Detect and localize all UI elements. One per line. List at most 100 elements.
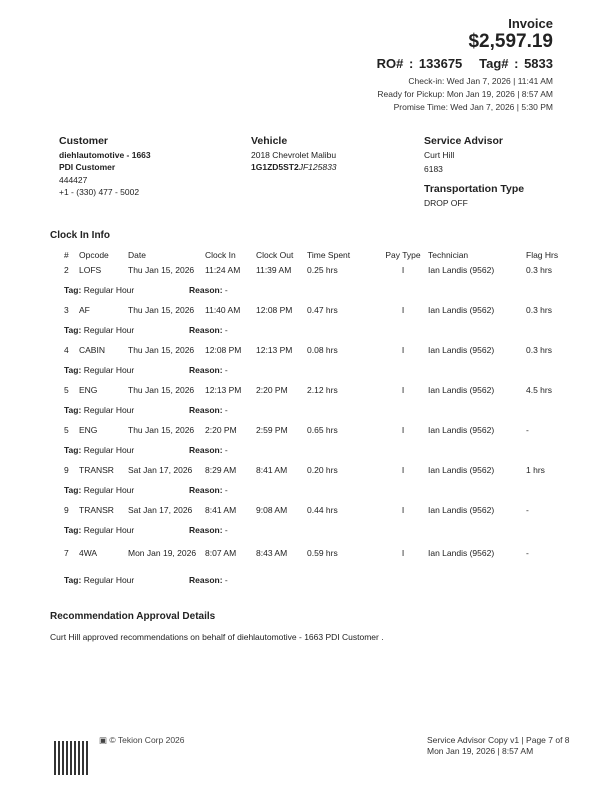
reason-value: - (224, 405, 228, 415)
cell-spent: 0.25 hrs (307, 265, 338, 275)
clock-row-tag: Tag: Regular Hour Reason: - (64, 365, 228, 375)
cell-date: Thu Jan 15, 2026 (128, 345, 195, 355)
reason-label: Reason: (189, 285, 223, 295)
clock-row: 9 TRANSR Sat Jan 17, 2026 8:29 AM 8:41 AM 0.2… (64, 465, 584, 475)
reason-value: - (224, 325, 228, 335)
clock-row: 5 ENG Thu Jan 15, 2026 2:20 PM 2:59 PM 0.65 h… (64, 425, 584, 435)
customer-name-2: PDI Customer (59, 162, 116, 172)
cell-flag: - (526, 548, 529, 558)
reason-value: - (224, 365, 228, 375)
tag-label: Tag: (64, 485, 82, 495)
cell-pay: I (401, 305, 405, 315)
cell-in: 8:41 AM (205, 505, 237, 515)
recommendation-heading: Recommendation Approval Details (50, 611, 216, 622)
invoice-title: Invoice (508, 16, 553, 31)
clock-row-tag: Tag: Regular Hour Reason: - (64, 325, 228, 335)
cell-date: Sat Jan 17, 2026 (128, 505, 193, 515)
cell-op: ENG (79, 385, 98, 395)
cell-out: 11:39 AM (256, 265, 292, 275)
cell-tech: Ian Landis (9562) (428, 305, 495, 315)
column-header: Opcode (79, 250, 109, 260)
copyright: ▣ © Tekion Corp 2026 (99, 735, 185, 745)
vin-prefix: 1G1ZD5ST2 (251, 162, 299, 172)
cell-n: 4 (64, 345, 69, 355)
cell-date: Sat Jan 17, 2026 (128, 465, 193, 475)
cell-in: 11:40 AM (205, 305, 241, 315)
tag-value: Regular Hour (83, 445, 135, 455)
clock-row: 2 LOFS Thu Jan 15, 2026 11:24 AM 11:39 AM 0.2… (64, 265, 584, 275)
column-header: # (64, 250, 69, 260)
cell-date: Thu Jan 15, 2026 (128, 385, 195, 395)
ro-number: RO# : 133675 (376, 56, 463, 71)
tag-value: Regular Hour (83, 285, 135, 295)
reason-label: Reason: (189, 365, 223, 375)
cell-pay: I (401, 548, 405, 558)
vehicle-heading: Vehicle (251, 135, 288, 147)
tag-label: Tag: (64, 405, 82, 415)
cell-flag: 1 hrs (526, 465, 545, 475)
vehicle-section: Vehicle 2018 Chevrolet Malibu 1G1ZD5ST2J… (251, 135, 337, 173)
tag-label: Tag: (64, 325, 82, 335)
cell-flag: 4.5 hrs (526, 385, 552, 395)
cell-tech: Ian Landis (9562) (428, 465, 495, 475)
reason-value: - (224, 485, 228, 495)
transport-heading: Transportation Type (424, 183, 525, 195)
reason-label: Reason: (189, 405, 223, 415)
reason-label: Reason: (189, 575, 223, 585)
clock-table-header: # Opcode Date Clock In Clock Out Time Spent Pa… (64, 250, 584, 260)
column-header: Pay Type (385, 250, 421, 260)
column-header: Time Spent (307, 250, 351, 260)
reason-value: - (224, 525, 228, 535)
ready-time: Ready for Pickup: Mon Jan 19, 2026 | 8:5… (377, 89, 553, 99)
customer-id: 444427 (59, 175, 88, 185)
clock-row-tag: Tag: Regular Hour Reason: - (64, 285, 228, 295)
tag-label: Tag: (64, 445, 82, 455)
cell-spent: 2.12 hrs (307, 385, 338, 395)
cell-tech: Ian Landis (9562) (428, 385, 495, 395)
tag-value: Regular Hour (83, 365, 135, 375)
clock-row-tag: Tag: Regular Hour Reason: - (64, 405, 228, 415)
customer-heading: Customer (59, 135, 109, 147)
clock-row-tag: Tag: Regular Hour Reason: - (64, 445, 228, 455)
cell-flag: 0.3 hrs (526, 305, 552, 315)
advisor-heading: Service Advisor (424, 135, 503, 147)
column-header: Date (128, 250, 146, 260)
cell-n: 2 (64, 265, 69, 275)
cell-n: 9 (64, 465, 69, 475)
cell-op: ENG (79, 425, 98, 435)
printer-icon: ▣ (99, 735, 110, 745)
promise-time: Promise Time: Wed Jan 7, 2026 | 5:30 PM (393, 102, 553, 112)
cell-n: 3 (64, 305, 69, 315)
tag-label: Tag: (64, 575, 82, 585)
cell-out: 9:08 AM (256, 505, 288, 515)
cell-flag: 0.3 hrs (526, 265, 552, 275)
cell-out: 12:13 PM (256, 345, 293, 355)
cell-tech: Ian Landis (9562) (428, 265, 495, 275)
reason-label: Reason: (189, 325, 223, 335)
customer-section: Customer diehlautomotive - 1663 PDI Cust… (59, 135, 151, 198)
cell-in: 8:07 AM (205, 548, 237, 558)
cell-date: Mon Jan 19, 2026 (128, 548, 197, 558)
tag-value: Regular Hour (83, 325, 135, 335)
customer-name: diehlautomotive - 1663 (59, 150, 151, 160)
cell-tech: Ian Landis (9562) (428, 548, 495, 558)
column-header: Technician (428, 250, 469, 260)
cell-flag: - (526, 505, 529, 515)
cell-op: TRANSR (79, 465, 114, 475)
tag-value: Regular Hour (83, 485, 135, 495)
cell-in: 8:29 AM (205, 465, 237, 475)
reason-value: - (224, 575, 228, 585)
cell-n: 7 (64, 548, 69, 558)
cell-flag: 0.3 hrs (526, 345, 552, 355)
cell-in: 2:20 PM (205, 425, 237, 435)
clock-row-tag: Tag: Regular Hour Reason: - (64, 485, 228, 495)
ro-tag-line: RO# : 133675 Tag# : 5833 (377, 56, 553, 71)
cell-tech: Ian Landis (9562) (428, 425, 495, 435)
cell-spent: 0.59 hrs (307, 548, 338, 558)
cell-tech: Ian Landis (9562) (428, 505, 495, 515)
cell-out: 12:08 PM (256, 305, 293, 315)
cell-op: AF (79, 305, 90, 315)
customer-phone: +1 - (330) 477 - 5002 (59, 187, 140, 197)
tag-number: Tag# : 5833 (479, 56, 553, 71)
cell-tech: Ian Landis (9562) (428, 345, 495, 355)
